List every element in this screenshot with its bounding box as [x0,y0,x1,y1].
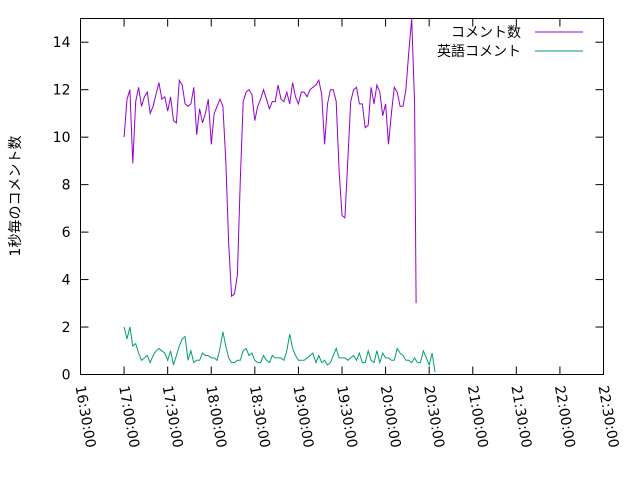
x-tick-label: 19:00:00 [289,384,316,449]
plot-axes [80,18,604,375]
y-tick-label: 8 [62,178,71,194]
x-tick-label: 19:30:00 [333,384,360,449]
x-tick-label: 17:00:00 [115,384,142,449]
legend-label-0: コメント数 [451,25,521,41]
y-tick-label: 0 [62,368,71,384]
series-line-1 [123,326,436,373]
series-line-0 [123,18,417,304]
x-tick-label: 17:30:00 [159,384,186,449]
x-tick-label: 18:30:00 [246,384,273,449]
x-tick-label: 18:00:00 [202,384,229,449]
x-tick-label: 20:00:00 [377,384,404,449]
y-tick-label: 2 [62,320,71,336]
series-lines [123,18,436,373]
axis-ticks: 0 2 4 6 8 10 12 14 16:30:00 17:00:00 17:30:00 18:00… [53,18,622,449]
x-tick-label: 21:00:00 [464,384,491,449]
x-tick-label: 16:30:00 [72,384,99,449]
legend-label-1: 英語コメント [437,43,521,60]
y-tick-label: 4 [62,273,71,289]
y-tick-label: 12 [53,83,71,99]
x-tick-label: 21:30:00 [507,384,534,449]
y-tick-label: 10 [53,130,71,146]
plot-frame [80,18,604,375]
y-axis-label: 1秒毎のコメント数 [8,136,24,257]
y-tick-label: 6 [62,225,71,241]
x-tick-label: 20:30:00 [420,384,447,449]
y-tick-label: 14 [53,35,71,51]
x-tick-label: 22:00:00 [551,384,578,449]
x-tick-label: 22:30:00 [595,384,622,449]
